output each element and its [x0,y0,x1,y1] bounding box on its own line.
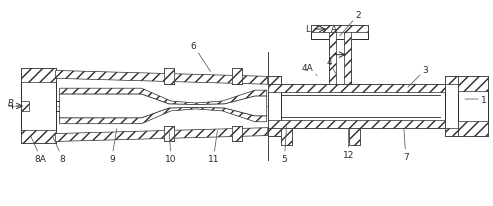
Bar [164,126,174,142]
Text: 6: 6 [191,42,211,72]
Bar [164,69,174,85]
Bar [232,126,242,142]
Text: 9: 9 [109,129,117,163]
Text: 8: 8 [53,137,66,163]
Text: 1: 1 [465,95,487,104]
Text: 3: 3 [408,66,428,88]
Bar [268,128,281,136]
Bar [268,85,445,128]
Polygon shape [60,108,267,124]
Text: A: A [331,25,337,34]
Text: 2: 2 [340,11,361,37]
Bar [21,69,56,144]
Bar [281,128,292,146]
Text: B: B [8,98,14,107]
Bar [21,69,56,83]
Polygon shape [60,89,267,105]
Bar [268,77,281,136]
Text: L: L [306,25,310,34]
Bar [344,26,351,85]
Bar [458,77,488,136]
Bar [329,26,336,85]
Bar [232,126,242,142]
Bar [164,69,174,85]
Bar [445,77,458,85]
Bar [311,26,368,40]
Bar [349,128,360,146]
Polygon shape [56,71,268,85]
Text: 4: 4 [326,58,336,74]
Bar [21,102,29,111]
Bar [349,128,360,146]
Bar [268,77,281,85]
Text: 8A: 8A [31,137,47,163]
Bar [21,130,56,144]
Bar [311,26,368,33]
Bar [232,69,242,85]
Bar [281,128,292,146]
Bar [329,26,351,85]
Text: 4A: 4A [301,64,317,76]
Polygon shape [60,95,267,118]
Bar [458,121,488,136]
Bar [445,77,458,136]
Text: 12: 12 [343,129,354,159]
Text: 10: 10 [165,131,177,163]
Bar [232,69,242,85]
Bar [458,77,488,92]
Bar [268,85,445,93]
Bar [164,126,174,142]
Bar [268,120,445,128]
Text: 11: 11 [208,131,219,163]
Text: 7: 7 [403,129,409,161]
Bar [445,128,458,136]
Text: 5: 5 [282,127,287,163]
Polygon shape [56,128,268,142]
